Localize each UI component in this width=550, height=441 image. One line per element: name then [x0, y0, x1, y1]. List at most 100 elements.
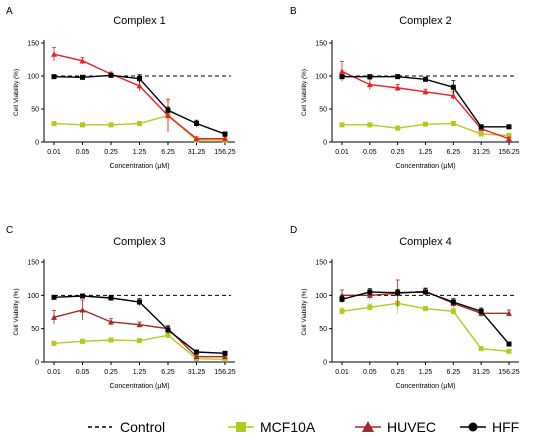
data-point	[450, 299, 456, 305]
data-point	[222, 350, 228, 356]
data-point	[108, 337, 114, 343]
x-tick-label: 0.25	[391, 369, 405, 376]
data-point	[79, 57, 86, 64]
x-tick-label: 1.25	[133, 369, 147, 376]
data-point	[367, 304, 373, 310]
panel-label: B	[290, 6, 297, 17]
y-axis-label: Cell Viability (%)	[301, 69, 308, 116]
data-point	[108, 295, 114, 301]
data-point	[80, 293, 85, 299]
series-mcf10a	[339, 292, 512, 354]
data-point	[165, 332, 171, 338]
series-line	[53, 114, 225, 141]
data-point	[395, 290, 401, 296]
y-tick-label: 50	[319, 326, 327, 333]
y-tick-label: 150	[27, 260, 39, 267]
data-point	[165, 327, 171, 333]
data-point	[366, 81, 373, 88]
data-point	[137, 338, 142, 344]
y-tick-label: 100	[27, 74, 39, 81]
data-point	[395, 125, 401, 131]
y-tick-label: 100	[315, 293, 327, 300]
y-tick-label: 150	[315, 41, 327, 48]
panel-a: A Complex 1 0 50 100 150 Cell Viability (%) 0.0…	[6, 6, 236, 170]
data-point	[137, 121, 142, 127]
x-axis-label: Concentration (μM)	[109, 383, 169, 390]
y-axis-label: Cell Viability (%)	[301, 288, 308, 335]
y-tick-label: 0	[35, 360, 39, 367]
data-point	[339, 74, 345, 80]
data-point	[367, 289, 373, 295]
data-point	[478, 131, 484, 137]
data-point	[222, 353, 228, 360]
data-point	[136, 82, 143, 89]
data-point	[137, 76, 142, 82]
panel-label: C	[6, 225, 13, 236]
data-point	[394, 84, 401, 91]
data-point	[222, 356, 228, 362]
chart-title: Complex 3	[113, 236, 166, 248]
y-tick-label: 100	[315, 74, 327, 81]
x-tick-label: 156.25	[214, 369, 236, 376]
series-huvec	[51, 299, 228, 360]
data-point	[194, 121, 199, 127]
data-point	[193, 353, 200, 360]
data-point	[339, 122, 345, 128]
x-tick-label: 156.25	[214, 149, 236, 156]
data-point	[450, 84, 456, 90]
x-tick-label: 6.25	[161, 149, 175, 156]
chart-title: Complex 4	[399, 236, 452, 248]
legend-swatch	[468, 422, 478, 432]
data-point	[423, 306, 428, 312]
y-tick-label: 100	[27, 293, 39, 300]
chart-title: Complex 2	[399, 15, 452, 27]
legend-item-hff: HFF	[460, 419, 519, 435]
data-point	[108, 122, 114, 128]
data-point	[339, 296, 345, 302]
series-line	[53, 309, 225, 358]
data-point	[51, 294, 57, 300]
data-point	[80, 74, 85, 80]
data-point	[165, 107, 171, 113]
series-mcf10a	[51, 100, 228, 143]
series-line	[53, 53, 225, 140]
data-point	[506, 124, 512, 130]
x-axis-label: Concentration (μM)	[395, 163, 455, 170]
x-tick-label: 0.01	[47, 369, 61, 376]
legend-item-mcf10a: MCF10A	[228, 419, 316, 435]
x-tick-label: 156.25	[498, 369, 520, 376]
data-point	[51, 74, 57, 80]
data-point	[506, 348, 512, 354]
data-point	[506, 135, 512, 142]
data-point	[51, 314, 57, 320]
data-point	[51, 121, 57, 127]
series-line	[342, 75, 509, 128]
y-tick-label: 150	[27, 41, 39, 48]
data-point	[80, 338, 85, 344]
x-tick-label: 31.25	[472, 369, 490, 376]
y-tick-label: 150	[315, 260, 327, 267]
data-point	[367, 74, 373, 80]
y-axis-label: Cell Viability (%)	[13, 288, 20, 335]
data-point	[194, 349, 199, 355]
panel-d: D Complex 4 0 50 100 150 Cell Viability (%) 0.0…	[290, 225, 520, 390]
x-tick-label: 156.25	[498, 149, 520, 156]
x-tick-label: 0.25	[391, 149, 405, 156]
x-tick-label: 0.05	[363, 369, 377, 376]
x-tick-label: 1.25	[419, 369, 433, 376]
x-tick-label: 6.25	[161, 369, 175, 376]
x-tick-label: 0.25	[104, 149, 118, 156]
data-point	[506, 341, 512, 347]
data-point	[193, 135, 200, 142]
x-tick-label: 1.25	[419, 149, 433, 156]
x-tick-label: 31.25	[188, 369, 206, 376]
legend-label: HUVEC	[387, 419, 436, 435]
data-point	[136, 321, 143, 328]
series-mcf10a	[51, 332, 228, 362]
x-tick-label: 0.05	[363, 149, 377, 156]
data-point	[222, 135, 228, 142]
y-tick-label: 50	[319, 107, 327, 114]
data-point	[395, 74, 401, 80]
data-point	[478, 124, 484, 130]
